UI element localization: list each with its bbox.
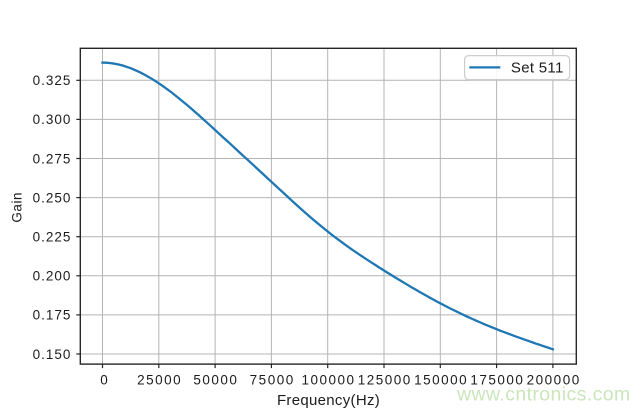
svg-text:0.225: 0.225	[33, 230, 72, 245]
svg-text:0: 0	[100, 373, 109, 388]
svg-text:125000: 125000	[358, 373, 412, 388]
svg-text:Frequency(Hz): Frequency(Hz)	[277, 392, 380, 409]
svg-text:0.175: 0.175	[33, 308, 72, 323]
svg-text:200000: 200000	[527, 373, 581, 388]
svg-text:175000: 175000	[470, 373, 524, 388]
svg-text:75000: 75000	[250, 373, 295, 388]
svg-text:0.250: 0.250	[33, 190, 72, 205]
svg-text:0.300: 0.300	[33, 112, 72, 127]
svg-text:0.150: 0.150	[33, 347, 72, 362]
svg-text:100000: 100000	[301, 373, 355, 388]
svg-text:25000: 25000	[137, 373, 182, 388]
svg-text:0.325: 0.325	[33, 73, 72, 88]
svg-text:Gain: Gain	[9, 192, 24, 223]
svg-text:www.cntronics.com: www.cntronics.com	[456, 384, 631, 406]
svg-text:0.275: 0.275	[33, 151, 72, 166]
svg-text:Set 511: Set 511	[511, 60, 564, 77]
svg-text:150000: 150000	[414, 373, 468, 388]
svg-text:50000: 50000	[193, 373, 238, 388]
svg-text:0.200: 0.200	[33, 269, 72, 284]
